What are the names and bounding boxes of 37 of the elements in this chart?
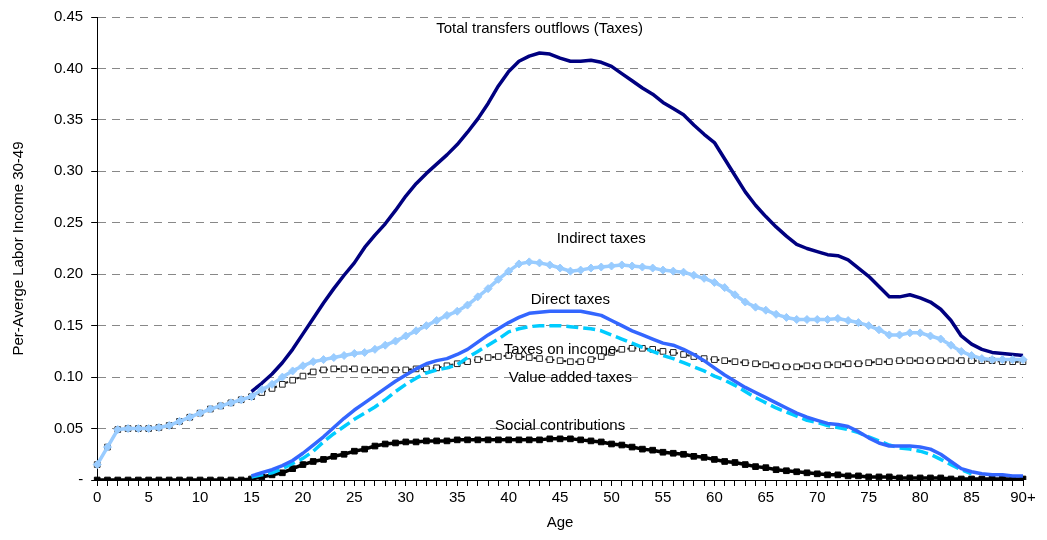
x-tick-label: 85 <box>963 488 980 506</box>
x-tick-label: 45 <box>551 488 569 506</box>
x-tick-label: 80 <box>911 488 929 506</box>
x-tick-label: 90+ <box>1010 488 1036 506</box>
series-label: Taxes on income <box>503 339 617 357</box>
x-tick-label: 50 <box>603 488 620 506</box>
x-tick-label: 65 <box>757 488 775 506</box>
y-tick-label: 0.30 <box>53 161 84 179</box>
x-tick-label: 40 <box>500 488 518 506</box>
x-tick-label: 20 <box>294 488 312 506</box>
series-label: Total transfers outflows (Taxes) <box>436 19 643 37</box>
x-tick-label: 25 <box>346 488 363 506</box>
x-tick-label: 60 <box>706 488 723 506</box>
y-tick-label: 0.35 <box>53 110 84 128</box>
x-tick-label: 30 <box>397 488 415 506</box>
y-tick-label: 0.05 <box>53 418 84 436</box>
series-label: Indirect taxes <box>556 229 646 247</box>
y-tick-label: 0.15 <box>53 315 84 333</box>
y-tick-label: 0.40 <box>53 58 84 76</box>
series-label: Direct taxes <box>530 290 610 308</box>
x-tick-label: 10 <box>191 488 209 506</box>
series-label: Value added taxes <box>508 367 632 385</box>
y-tick-label: - <box>78 470 84 488</box>
x-tick-label: 55 <box>654 488 672 506</box>
x-axis-title: Age <box>546 513 574 531</box>
x-tick-label: 0 <box>93 488 102 506</box>
series-label: Social contributions <box>495 415 626 433</box>
y-axis-title: Per-Averge Labor Income 30-49 <box>9 141 27 356</box>
y-tick-label: 0.20 <box>53 264 84 282</box>
y-tick-label: 0.45 <box>53 7 84 25</box>
x-tick-label: 75 <box>860 488 878 506</box>
y-tick-label: 0.10 <box>53 367 84 385</box>
y-tick-label: 0.25 <box>53 212 84 230</box>
x-tick-label: 15 <box>243 488 260 506</box>
x-tick-label: 70 <box>808 488 826 506</box>
x-tick-label: 5 <box>144 488 153 506</box>
x-tick-label: 35 <box>448 488 466 506</box>
